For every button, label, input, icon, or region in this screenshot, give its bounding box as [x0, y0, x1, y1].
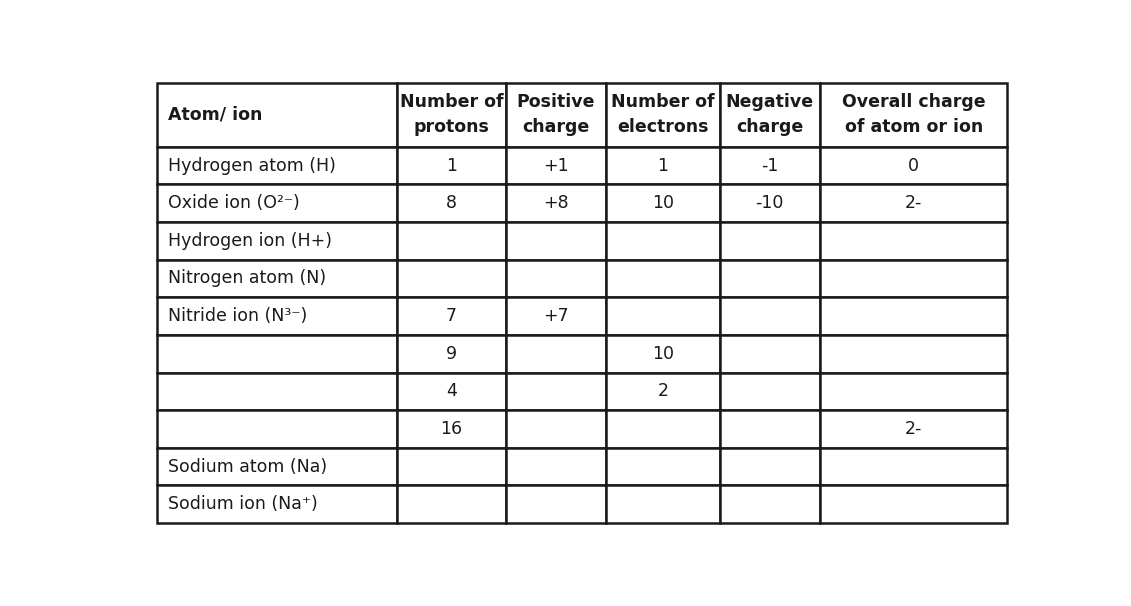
- Text: Hydrogen ion (H+): Hydrogen ion (H+): [167, 232, 331, 250]
- Bar: [820, 184, 1008, 222]
- Bar: [719, 259, 820, 298]
- Text: -1: -1: [761, 156, 778, 175]
- Bar: [719, 83, 820, 147]
- Bar: [820, 222, 1008, 259]
- Bar: [157, 184, 397, 222]
- Bar: [820, 448, 1008, 485]
- Bar: [397, 485, 506, 523]
- Bar: [506, 222, 606, 259]
- Bar: [506, 83, 606, 147]
- Text: Oxide ion (O²⁻): Oxide ion (O²⁻): [167, 194, 300, 212]
- Text: Atom/ ion: Atom/ ion: [167, 106, 262, 124]
- Bar: [506, 184, 606, 222]
- Text: Sodium ion (Na⁺): Sodium ion (Na⁺): [167, 495, 318, 513]
- Bar: [157, 259, 397, 298]
- Text: 16: 16: [440, 420, 463, 438]
- Bar: [397, 448, 506, 485]
- Bar: [606, 485, 719, 523]
- Bar: [157, 373, 397, 410]
- Bar: [719, 373, 820, 410]
- Bar: [506, 373, 606, 410]
- Bar: [397, 259, 506, 298]
- Bar: [719, 147, 820, 184]
- Bar: [397, 335, 506, 373]
- Text: +7: +7: [543, 307, 569, 325]
- Bar: [719, 485, 820, 523]
- Bar: [820, 335, 1008, 373]
- Text: +1: +1: [543, 156, 569, 175]
- Text: 2: 2: [657, 382, 668, 401]
- Bar: [820, 83, 1008, 147]
- Bar: [820, 485, 1008, 523]
- Text: Sodium atom (Na): Sodium atom (Na): [167, 458, 327, 476]
- Bar: [506, 259, 606, 298]
- Text: 2-: 2-: [905, 420, 922, 438]
- Bar: [606, 373, 719, 410]
- Bar: [397, 147, 506, 184]
- Bar: [157, 147, 397, 184]
- Bar: [820, 410, 1008, 448]
- Text: 1: 1: [657, 156, 668, 175]
- Text: Overall charge
of atom or ion: Overall charge of atom or ion: [841, 93, 985, 136]
- Bar: [397, 222, 506, 259]
- Text: Number of
electrons: Number of electrons: [611, 93, 715, 136]
- Bar: [719, 222, 820, 259]
- Bar: [157, 83, 397, 147]
- Bar: [820, 259, 1008, 298]
- Bar: [719, 410, 820, 448]
- Bar: [606, 83, 719, 147]
- Text: -10: -10: [756, 194, 784, 212]
- Text: 8: 8: [446, 194, 457, 212]
- Bar: [397, 184, 506, 222]
- Text: 10: 10: [651, 194, 674, 212]
- Bar: [820, 147, 1008, 184]
- Bar: [157, 298, 397, 335]
- Text: 1: 1: [446, 156, 457, 175]
- Bar: [719, 335, 820, 373]
- Bar: [157, 485, 397, 523]
- Text: 0: 0: [908, 156, 920, 175]
- Text: 10: 10: [651, 345, 674, 363]
- Text: Positive
charge: Positive charge: [517, 93, 595, 136]
- Bar: [719, 448, 820, 485]
- Bar: [506, 410, 606, 448]
- Bar: [606, 259, 719, 298]
- Bar: [606, 448, 719, 485]
- Bar: [397, 298, 506, 335]
- Text: Nitrogen atom (N): Nitrogen atom (N): [167, 270, 326, 287]
- Bar: [157, 410, 397, 448]
- Text: 4: 4: [446, 382, 457, 401]
- Text: Negative
charge: Negative charge: [726, 93, 814, 136]
- Bar: [606, 222, 719, 259]
- Text: Number of
protons: Number of protons: [399, 93, 503, 136]
- Bar: [719, 184, 820, 222]
- Bar: [606, 147, 719, 184]
- Text: 2-: 2-: [905, 194, 922, 212]
- Bar: [506, 335, 606, 373]
- Bar: [606, 184, 719, 222]
- Text: 7: 7: [446, 307, 457, 325]
- Bar: [506, 147, 606, 184]
- Bar: [506, 298, 606, 335]
- Bar: [820, 373, 1008, 410]
- Text: +8: +8: [543, 194, 569, 212]
- Bar: [820, 298, 1008, 335]
- Bar: [397, 410, 506, 448]
- Text: Hydrogen atom (H): Hydrogen atom (H): [167, 156, 336, 175]
- Bar: [157, 335, 397, 373]
- Bar: [719, 298, 820, 335]
- Bar: [397, 83, 506, 147]
- Bar: [606, 335, 719, 373]
- Bar: [157, 222, 397, 259]
- Text: 9: 9: [446, 345, 457, 363]
- Bar: [606, 410, 719, 448]
- Bar: [397, 373, 506, 410]
- Bar: [506, 448, 606, 485]
- Text: Nitride ion (N³⁻): Nitride ion (N³⁻): [167, 307, 307, 325]
- Bar: [157, 448, 397, 485]
- Bar: [506, 485, 606, 523]
- Bar: [606, 298, 719, 335]
